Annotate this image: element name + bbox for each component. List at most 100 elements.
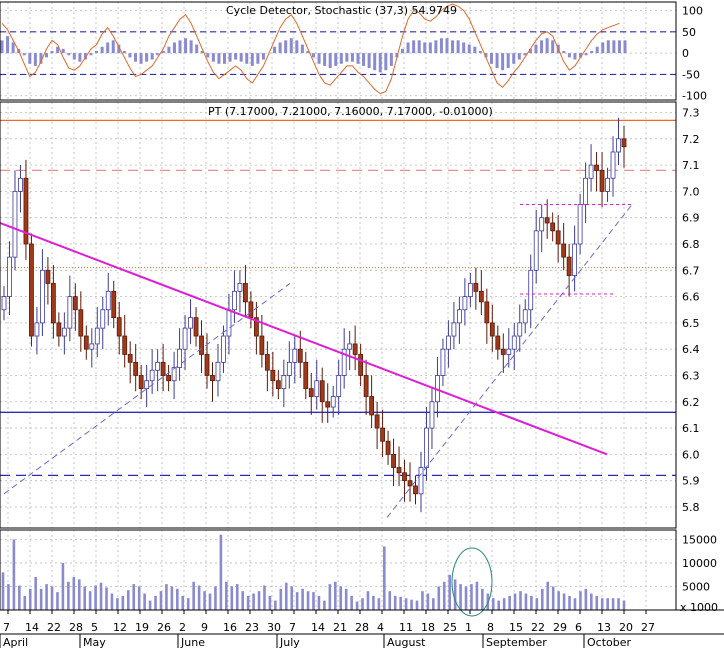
osc-histogram-bar <box>33 53 37 66</box>
volume-bar <box>442 581 446 610</box>
candle-down <box>374 414 380 429</box>
candle-up <box>330 396 336 408</box>
osc-histogram-bar <box>339 53 343 64</box>
volume-bar <box>197 585 201 610</box>
volume-bar <box>508 595 511 610</box>
candle-up <box>539 217 545 232</box>
x-day-label: 22 <box>47 621 61 634</box>
volume-bar <box>148 600 152 610</box>
x-day-label: 11 <box>399 621 413 634</box>
price-reference-lines <box>0 119 676 477</box>
vol-ytick-label: 15000 <box>682 533 717 546</box>
osc-histogram-bar <box>456 40 460 54</box>
candle-down <box>594 164 599 171</box>
osc-histogram-bar <box>362 53 366 66</box>
volume-bar <box>137 586 141 610</box>
osc-histogram-bar <box>234 53 238 60</box>
osc-histogram-bar <box>312 53 315 58</box>
x-day-label: 20 <box>619 621 633 634</box>
volume-bar <box>355 601 359 610</box>
panel-frames <box>0 1 724 635</box>
volume-bar <box>491 598 495 610</box>
volume-bar <box>77 579 81 610</box>
osc-histogram-bar <box>484 53 488 58</box>
volume-bar <box>39 588 43 610</box>
volume-bar <box>94 585 97 610</box>
volume-bar <box>295 592 299 610</box>
x-month-label: September <box>486 636 547 649</box>
candle-up <box>456 309 462 324</box>
x-month-label: June <box>180 636 205 649</box>
volume-bar <box>333 581 337 610</box>
volume-bar <box>622 600 626 610</box>
candle-up <box>577 204 583 245</box>
osc-histogram-bar <box>278 42 282 54</box>
volume-bar <box>464 586 468 610</box>
candle-down <box>122 335 128 355</box>
volume-bar <box>410 599 413 610</box>
volume-bar <box>530 595 533 610</box>
osc-histogram-bar <box>78 53 82 62</box>
x-day-label: 14 <box>25 621 39 634</box>
candle-up <box>528 269 534 311</box>
volume-bar <box>105 587 108 610</box>
volume-bar <box>186 598 190 610</box>
volume-bar <box>154 595 157 610</box>
osc-histogram-bar <box>128 53 132 58</box>
price-ytick-label: 6.7 <box>682 264 700 277</box>
osc-histogram-bar <box>417 40 421 54</box>
x-day-label: 28 <box>69 621 83 634</box>
osc-histogram-bar <box>584 53 588 56</box>
candle-down <box>138 375 144 390</box>
volume-bar <box>606 598 609 610</box>
osc-histogram-bar <box>540 40 544 54</box>
candle-down <box>396 467 402 474</box>
price-ytick-label: 5.8 <box>682 501 700 514</box>
osc-histogram-bar <box>189 40 193 54</box>
volume-bar <box>377 598 381 610</box>
volume-bar <box>562 593 566 610</box>
candle-down <box>489 322 495 337</box>
candle-down <box>275 380 281 390</box>
x-axis: 7 14 22 28 5 12 19 26 2 9 16 23 30 7 14 21 28 4 11 18 25 1 8 15… <box>0 610 655 649</box>
osc-histogram-bar <box>22 53 26 56</box>
volume-bar <box>290 586 294 610</box>
osc-histogram-bar <box>367 53 371 69</box>
candle-down <box>325 401 331 408</box>
osc-ytick-label: 100 <box>682 5 703 18</box>
oscillator-histogram <box>0 36 627 73</box>
candle-up <box>40 269 45 324</box>
volume-bar <box>132 584 136 610</box>
osc-histogram-bar <box>317 53 321 64</box>
candle-down <box>210 375 215 382</box>
candle-down <box>385 440 391 455</box>
candle-down <box>199 335 204 355</box>
x-month-label: July <box>279 636 300 649</box>
channel-line-right <box>386 204 633 518</box>
osc-histogram-bar <box>56 46 60 54</box>
osc-histogram-bar <box>384 53 388 71</box>
volume-bar <box>219 534 223 610</box>
candle-down <box>407 480 413 487</box>
osc-histogram-bar <box>401 48 404 54</box>
osc-ytick-label: 50 <box>682 26 696 39</box>
volume-bar <box>519 591 522 610</box>
candle-down <box>72 296 78 311</box>
volume-bar <box>34 577 37 610</box>
candle-down <box>352 343 358 355</box>
volume-bar <box>551 586 555 610</box>
candle-up <box>462 296 468 311</box>
candle-down <box>500 348 506 355</box>
osc-histogram-bar <box>250 53 254 66</box>
volume-bar <box>524 593 528 610</box>
candle-down <box>253 317 259 337</box>
vol-scale-label: x 1000 <box>680 601 718 614</box>
volume-bar <box>208 593 212 610</box>
volume-bar <box>339 586 343 610</box>
osc-histogram-bar <box>595 46 599 54</box>
osc-histogram-bar <box>95 51 99 54</box>
osc-histogram-bar <box>261 53 265 60</box>
osc-histogram-bar <box>545 38 549 54</box>
osc-histogram-bar <box>167 46 171 54</box>
volume-bar <box>12 539 16 610</box>
